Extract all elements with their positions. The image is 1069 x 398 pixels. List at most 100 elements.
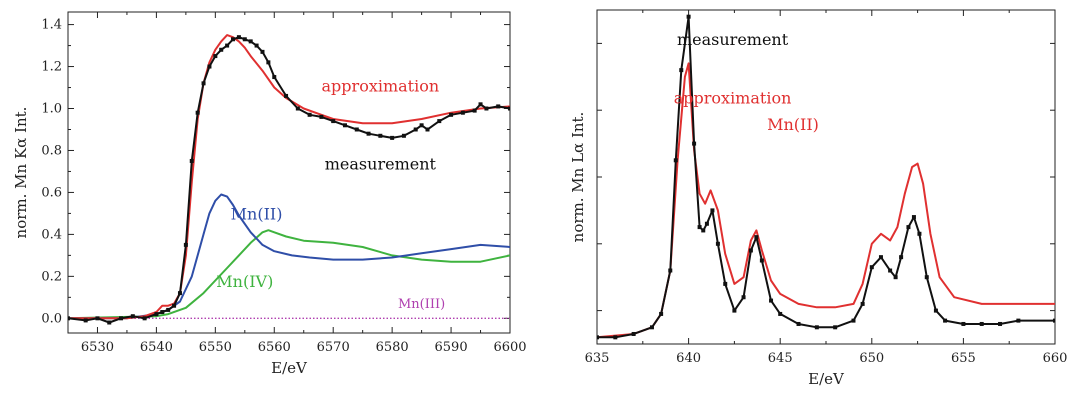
data-point-measurement [284, 93, 289, 98]
x-tick-label: 6580 [376, 340, 409, 355]
series-mn-iv [68, 229, 510, 320]
series-measurement [597, 14, 1055, 340]
annotation-measurement: measurement [325, 154, 437, 173]
data-point-measurement [342, 123, 347, 128]
data-point-measurement [68, 316, 70, 321]
y-tick-label: 0.4 [41, 227, 62, 242]
data-point-measurement [769, 298, 774, 303]
data-point-measurement [814, 325, 819, 330]
data-point-measurement [878, 255, 883, 260]
annotation-approximation: approximation [322, 77, 440, 96]
annotation-approximation: approximation [674, 89, 792, 108]
data-point-measurement [95, 316, 100, 321]
data-point-measurement [943, 318, 948, 323]
data-point-measurement [998, 321, 1003, 326]
data-point-measurement [979, 321, 984, 326]
y-tick-label: 1.2 [41, 60, 62, 75]
data-point-measurement [710, 208, 715, 213]
chart-mn-l-alpha: 635 640 645 650 655 660 E/eV norm. Mn Lα Int. me… [569, 9, 1068, 388]
x-tick-label: 650 [859, 351, 884, 366]
data-point-measurement [201, 81, 206, 86]
y-axis-label: norm. Mn Kα Int. [12, 107, 30, 239]
data-point-measurement [613, 335, 618, 340]
x-tick-label: 6530 [81, 340, 114, 355]
y-tick-label: 1.0 [41, 102, 62, 117]
series-approximation [597, 62, 1055, 339]
data-point-measurement [242, 37, 247, 42]
data-point-measurement [508, 106, 510, 111]
data-point-measurement [142, 316, 147, 321]
data-point-measurement [248, 39, 253, 44]
data-point-measurement [715, 241, 720, 246]
data-point-measurement [697, 225, 702, 230]
data-point-measurement [860, 301, 865, 306]
data-point-measurement [460, 110, 465, 115]
data-point-measurement [869, 265, 874, 270]
data-point-measurement [307, 112, 312, 117]
x-tick-label: 6570 [317, 340, 350, 355]
data-point-measurement [83, 318, 88, 323]
data-point-measurement [107, 320, 112, 325]
data-point-measurement [413, 127, 418, 132]
data-point-measurement [272, 75, 277, 80]
series-line-approximation [68, 34, 510, 320]
series-line-mn-ii [68, 193, 510, 320]
data-point-measurement [911, 215, 916, 220]
data-point-measurement [668, 268, 673, 273]
data-point-measurement [933, 308, 938, 313]
x-tick-label: 6550 [199, 340, 232, 355]
series-line-mn-iv [68, 229, 510, 320]
data-point-measurement [172, 303, 177, 308]
x-axis-label: E/eV [808, 370, 845, 388]
data-point-measurement [166, 307, 171, 312]
data-point-measurement [679, 68, 684, 73]
x-tick-label: 640 [676, 351, 701, 366]
data-point-measurement [366, 131, 371, 136]
data-point-measurement [295, 106, 300, 111]
y-tick-label: 0.6 [41, 185, 62, 200]
annotation-mn-iv: Mn(IV) [216, 272, 273, 291]
data-point-measurement [686, 14, 691, 19]
data-point-measurement [917, 231, 922, 236]
series-approximation [68, 34, 510, 320]
data-point-measurement [236, 35, 241, 40]
x-tick-label: 635 [585, 351, 610, 366]
data-point-measurement [260, 49, 265, 54]
series-line-measurement [68, 36, 510, 324]
data-point-measurement [195, 110, 200, 115]
data-point-measurement [378, 133, 383, 138]
data-point-measurement [759, 258, 764, 263]
data-point-measurement [484, 106, 489, 111]
data-point-measurement [893, 275, 898, 280]
data-point-measurement [130, 314, 135, 319]
data-point-measurement [319, 114, 324, 119]
y-tick-label: 1.4 [41, 18, 62, 33]
y-tick-label: 0.2 [41, 269, 62, 284]
data-point-measurement [778, 311, 783, 316]
data-point-measurement [899, 255, 904, 260]
data-point-measurement [924, 275, 929, 280]
y-tick-label: 0.0 [41, 311, 62, 326]
data-point-measurement [906, 225, 911, 230]
data-point-measurement [177, 291, 182, 296]
data-point-measurement [160, 310, 165, 315]
x-tick-label: 6560 [258, 340, 291, 355]
data-point-measurement [354, 127, 359, 132]
annotation-mn-ii: Mn(II) [767, 115, 819, 134]
data-point-measurement [390, 135, 395, 140]
data-point-measurement [673, 158, 678, 163]
data-point-measurement [331, 119, 336, 124]
x-tick-label: 660 [1043, 351, 1068, 366]
annotation-mn-ii: Mn(II) [231, 205, 283, 224]
data-point-measurement [437, 119, 442, 124]
series-mn-ii [68, 193, 510, 320]
data-point-measurement [207, 64, 212, 69]
x-tick-label: 6600 [493, 340, 526, 355]
data-point-measurement [888, 268, 893, 273]
data-point-measurement [732, 308, 737, 313]
series-line-measurement [597, 15, 1055, 339]
data-point-measurement [748, 248, 753, 253]
data-point-measurement [754, 235, 759, 240]
data-point-measurement [723, 281, 728, 286]
